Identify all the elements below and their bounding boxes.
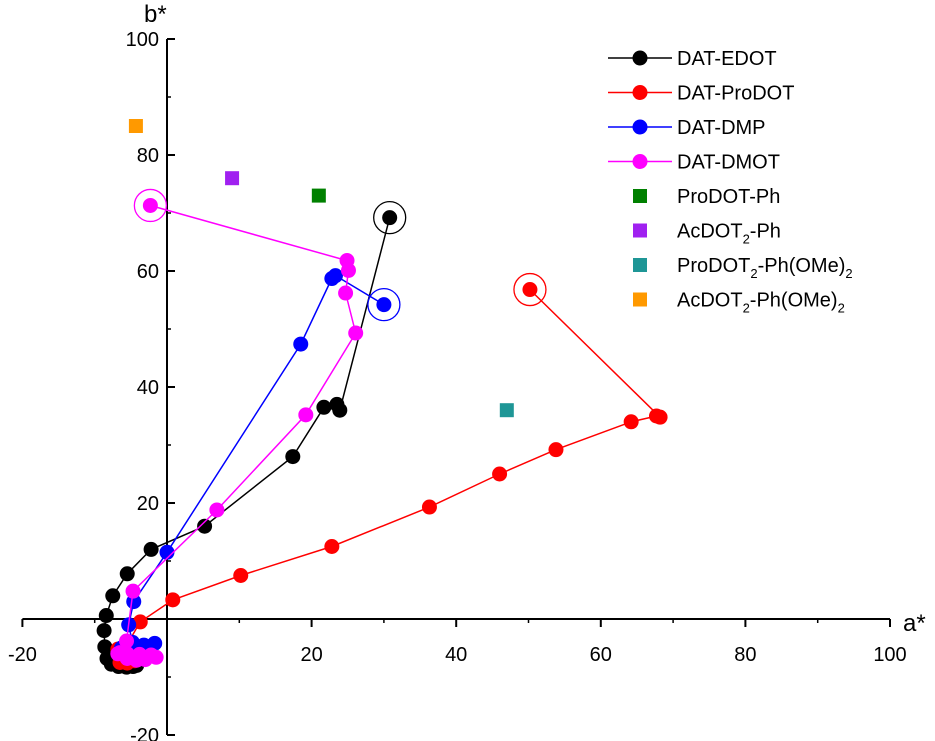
start-point-ring [133, 188, 168, 223]
data-point [329, 396, 345, 412]
legend-marker [633, 292, 647, 307]
data-point [382, 210, 398, 226]
data-point [159, 544, 175, 560]
series-dat-prodot [110, 272, 668, 671]
y-tick-label: 100 [126, 29, 159, 51]
data-point [316, 399, 332, 415]
legend-item: AcDOT2-Ph [633, 221, 781, 247]
y-tick-label: 40 [137, 377, 159, 399]
legend-marker [632, 154, 648, 169]
data-point [298, 407, 314, 423]
legend-label: DAT-EDOT [677, 48, 777, 70]
legend-item: AcDOT2-Ph(OMe)2 [633, 290, 845, 316]
legend-item: ProDOT2-Ph(OMe)2 [633, 255, 853, 281]
data-point [98, 608, 114, 624]
data-point [119, 566, 135, 582]
data-point [96, 623, 112, 639]
data-point [165, 592, 181, 608]
data-point [143, 647, 159, 663]
data-point [623, 414, 639, 430]
data-point [324, 271, 340, 287]
x-tick-label: 20 [300, 644, 322, 666]
series-acdot2-ph [225, 171, 240, 186]
series-prodot-ph [311, 188, 326, 203]
series-dat-dmot [110, 188, 364, 668]
data-point-square [499, 403, 514, 418]
legend-label: DAT-DMOT [677, 152, 780, 174]
legend-marker [632, 119, 648, 135]
data-point [648, 408, 664, 424]
data-point [119, 633, 135, 649]
legend-marker [633, 258, 647, 272]
legend-label: AcDOT2-Ph [677, 221, 781, 247]
legend-item: DAT-DMOT [608, 152, 780, 174]
data-point [132, 646, 148, 662]
x-tick-label: -20 [8, 644, 37, 666]
legend-label: AcDOT2-Ph(OMe)2 [677, 290, 845, 316]
x-axis-title: a* [903, 610, 926, 637]
plot-area [96, 119, 668, 675]
axes: -20 20 40 60 80 100 -20 20 40 60 80 100 a* b* [8, 1, 926, 741]
data-point [348, 325, 364, 341]
legend-label: DAT-ProDOT [677, 83, 794, 105]
legend-marker [632, 50, 648, 66]
x-tick-label: 40 [445, 644, 467, 666]
legend-marker [633, 223, 647, 238]
data-point [105, 588, 121, 604]
legend: DAT-EDOT DAT-ProDOT DAT-DMP DAT-DMOT ProDOT-… [608, 48, 853, 316]
data-point [125, 583, 141, 599]
data-point [340, 262, 356, 278]
data-point [110, 646, 126, 662]
data-point [376, 297, 392, 313]
y-tick-label: -20 [130, 725, 159, 741]
data-point [209, 502, 225, 518]
data-point [197, 518, 213, 534]
data-point [97, 639, 113, 655]
legend-item: DAT-ProDOT [608, 83, 794, 105]
series-line [121, 274, 385, 658]
y-tick-label: 60 [137, 261, 159, 283]
legend-marker [633, 189, 647, 203]
data-point [522, 282, 538, 298]
data-point-square [225, 171, 240, 186]
x-tick-label: 60 [590, 644, 612, 666]
data-point [142, 197, 158, 213]
data-point [324, 539, 340, 554]
data-point [492, 466, 508, 482]
data-point [421, 499, 437, 515]
series-acdot2-ph-ome-2 [128, 119, 143, 133]
legend-item: DAT-EDOT [608, 48, 777, 70]
data-point-square [311, 188, 326, 203]
data-point [338, 285, 354, 301]
legend-label: ProDOT-Ph [677, 186, 780, 208]
data-point [233, 568, 249, 583]
start-point-ring [513, 272, 547, 307]
y-axis-title: b* [144, 1, 167, 28]
y-tick-label: 80 [137, 145, 159, 167]
data-point [548, 442, 564, 458]
x-tick-label: 100 [873, 644, 906, 666]
series-prodot2-ph-ome-2 [499, 403, 514, 418]
start-point-ring [367, 287, 401, 322]
data-point [132, 614, 148, 630]
y-tick-label: 20 [137, 493, 159, 515]
x-tick-label: 80 [734, 644, 756, 666]
legend-item: DAT-DMP [608, 117, 766, 139]
data-point [285, 449, 301, 465]
data-point [293, 336, 309, 352]
legend-label: ProDOT2-Ph(OMe)2 [677, 255, 853, 281]
legend-label: DAT-DMP [677, 117, 766, 139]
data-point [143, 541, 159, 557]
data-point-square [128, 119, 143, 133]
legend-item: ProDOT-Ph [633, 186, 780, 208]
legend-marker [632, 85, 648, 100]
series-line [117, 289, 661, 664]
start-point-ring [373, 200, 407, 235]
